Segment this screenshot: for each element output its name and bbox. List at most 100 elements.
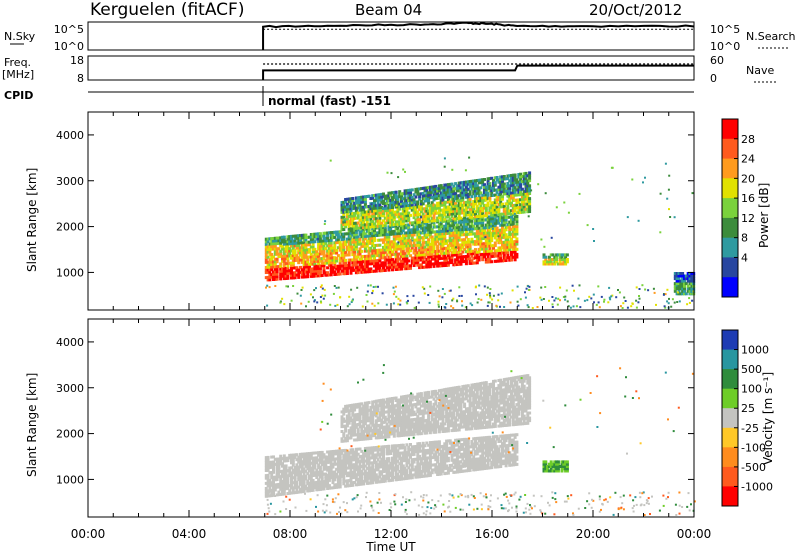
power-cell	[339, 273, 342, 276]
power-speckle	[617, 289, 619, 291]
power-speckle	[468, 228, 470, 230]
power-speckle	[393, 293, 395, 295]
power-cell	[277, 247, 280, 250]
power-speckle	[370, 284, 372, 286]
velocity-cell	[339, 485, 342, 488]
power-cell	[483, 178, 486, 181]
power-speckle	[543, 298, 545, 300]
power-cell	[460, 217, 463, 220]
power-cell	[391, 268, 394, 271]
power-speckle	[338, 287, 340, 289]
power-speckle	[324, 220, 326, 222]
power-speckle	[528, 306, 530, 308]
velocity-cell	[283, 493, 286, 496]
power-speckle	[655, 304, 657, 306]
power-speckle	[444, 166, 446, 168]
power-cell	[528, 192, 531, 195]
power-speckle	[603, 301, 605, 303]
power-speckle	[568, 212, 570, 214]
power-speckle	[281, 298, 283, 300]
power-speckle	[393, 302, 395, 304]
power-cell	[342, 248, 345, 251]
power-speckle	[361, 230, 363, 232]
power-cell	[350, 272, 353, 275]
power-speckle	[279, 302, 281, 304]
power-cell	[478, 251, 481, 254]
power-speckle	[599, 306, 601, 308]
power-bar-tick-label: 20	[741, 172, 755, 185]
power-speckle	[377, 286, 379, 288]
power-cell	[528, 210, 531, 213]
power-speckle	[491, 299, 493, 301]
power-speckle	[548, 300, 550, 302]
power-speckle	[638, 295, 640, 297]
power-speckle	[620, 305, 622, 307]
power-speckle	[371, 203, 373, 205]
power-speckle	[269, 286, 271, 288]
y-tick-label: 4000	[56, 129, 84, 142]
power-speckle	[517, 286, 519, 288]
power-speckle	[615, 296, 617, 298]
velocity-cell	[424, 444, 427, 447]
power-speckle	[427, 294, 429, 296]
power-cell	[515, 243, 518, 246]
power-cell	[490, 260, 493, 263]
power-speckle	[412, 240, 414, 242]
velocity-cell	[286, 479, 289, 482]
power-speckle	[676, 301, 678, 303]
power-speckle	[418, 302, 420, 304]
power-cell	[409, 214, 412, 217]
power-speckle	[444, 307, 446, 309]
power-speckle	[525, 297, 527, 299]
power-speckle	[489, 292, 491, 294]
power-speckle	[461, 300, 463, 302]
power-speckle	[635, 300, 637, 302]
power-speckle	[396, 205, 398, 207]
power-speckle	[312, 296, 314, 298]
power-speckle	[627, 216, 629, 218]
power-speckle	[465, 192, 467, 194]
power-cell	[501, 195, 504, 198]
power-speckle	[330, 160, 332, 162]
power-speckle	[402, 169, 404, 171]
power-cell	[505, 259, 508, 262]
power-cell	[359, 238, 362, 241]
power-cell	[265, 253, 268, 256]
power-cell	[315, 250, 318, 253]
power-speckle	[407, 300, 409, 302]
velocity-cell	[413, 461, 416, 464]
velocity-cell	[267, 474, 270, 477]
power-cell	[515, 240, 518, 243]
power-cell	[519, 183, 522, 186]
power-bar-swatch	[722, 119, 738, 139]
power-speckle	[458, 295, 460, 297]
power-speckle	[623, 297, 625, 299]
power-speckle	[336, 287, 338, 289]
power-speckle	[579, 284, 581, 286]
velocity-cell	[339, 455, 342, 458]
velocity-cell	[339, 483, 342, 486]
power-speckle	[596, 304, 598, 306]
velocity-cell	[267, 456, 270, 459]
power-speckle	[588, 296, 590, 298]
power-bar-swatch	[722, 139, 738, 159]
power-cell	[407, 217, 410, 220]
power-speckle	[449, 229, 451, 231]
power-speckle	[522, 211, 524, 213]
power-speckle	[451, 299, 453, 301]
power-bar-tick-label: 16	[741, 192, 755, 205]
power-speckle	[420, 216, 422, 218]
power-speckle	[266, 305, 268, 307]
velocity-cell	[404, 446, 407, 449]
power-speckle	[283, 303, 285, 305]
power-speckle	[455, 246, 457, 248]
power-speckle	[373, 286, 375, 288]
power-speckle	[495, 305, 497, 307]
power-speckle	[514, 213, 516, 215]
power-cell	[488, 197, 491, 200]
power-speckle	[377, 302, 379, 304]
power-speckle	[559, 299, 561, 301]
velocity-cell	[447, 457, 450, 460]
power-cell	[481, 221, 484, 224]
power-speckle	[669, 216, 671, 218]
